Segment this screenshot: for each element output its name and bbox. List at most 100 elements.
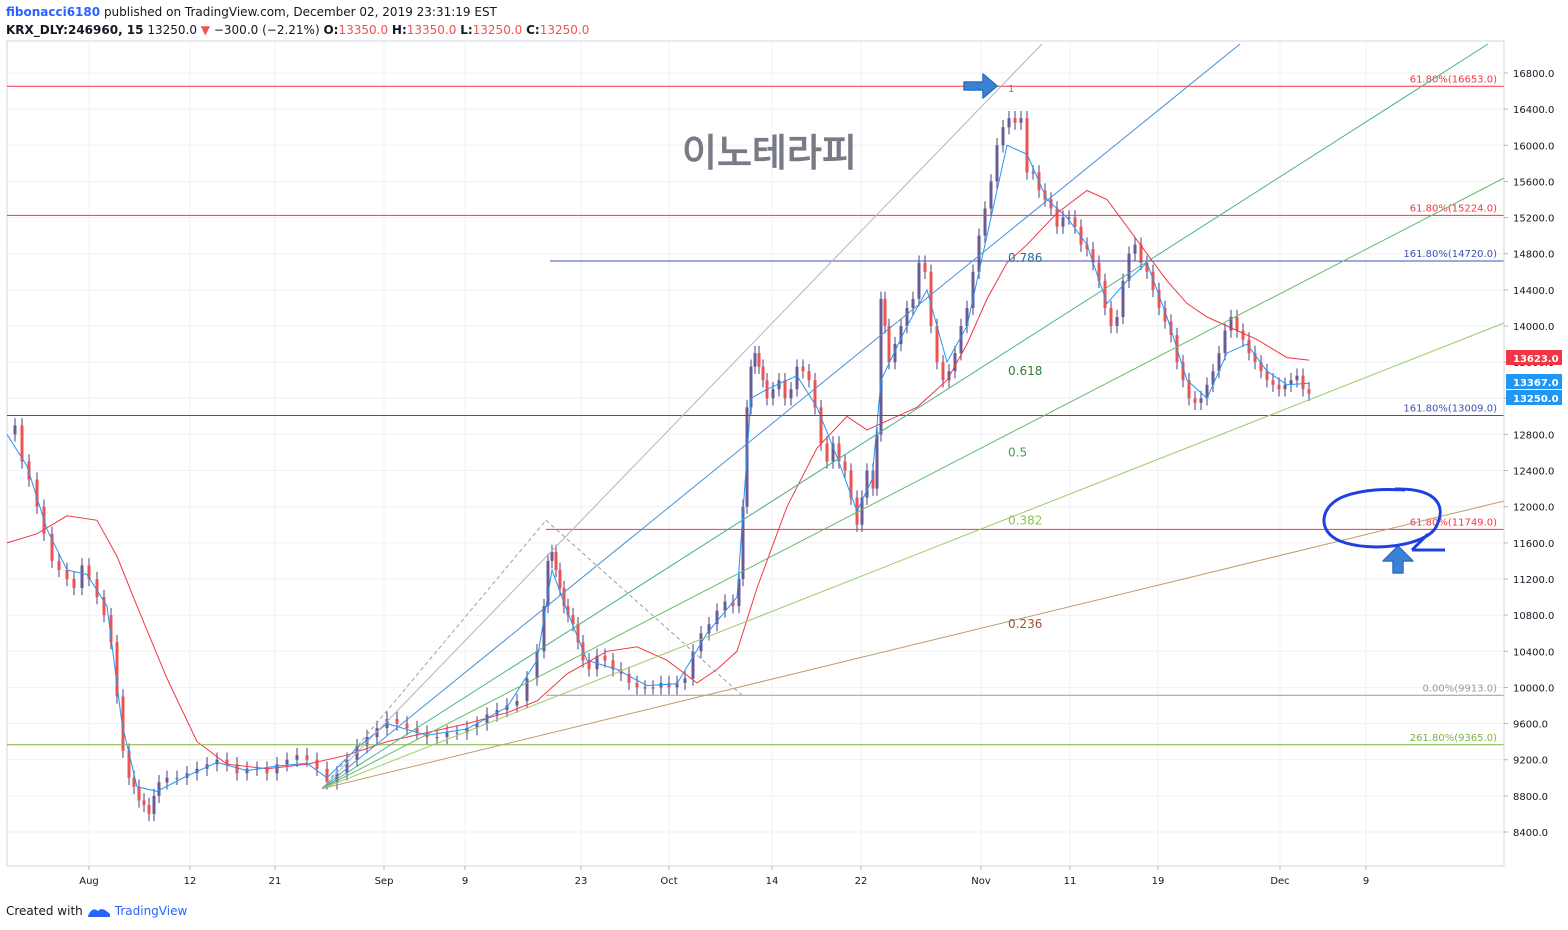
candle-body bbox=[1253, 353, 1257, 363]
candle-body bbox=[1091, 249, 1095, 263]
fan-ratio-label: 0.618 bbox=[1008, 364, 1042, 378]
candle-body bbox=[1307, 389, 1311, 394]
fan-ratio-label: 0.382 bbox=[1008, 513, 1042, 527]
candle-body bbox=[741, 506, 745, 579]
candle-body bbox=[651, 687, 655, 689]
candle-body bbox=[883, 298, 887, 326]
y-tick-label: 15200.0 bbox=[1513, 214, 1554, 225]
candle-body bbox=[723, 601, 727, 611]
candle-body bbox=[1217, 353, 1221, 372]
candle-body bbox=[831, 443, 835, 462]
candle-body bbox=[667, 682, 671, 688]
candle-body bbox=[152, 795, 156, 814]
author-link[interactable]: fibonacci6180 bbox=[6, 5, 101, 19]
y-tick-label: 15600.0 bbox=[1513, 177, 1554, 188]
y-tick-label: 11200.0 bbox=[1513, 575, 1554, 586]
y-tick-label: 14000.0 bbox=[1513, 322, 1554, 333]
y-tick-label: 11600.0 bbox=[1513, 539, 1554, 550]
candle-body bbox=[777, 380, 781, 390]
fib-level-label: 161.80%(14720.0) bbox=[1403, 249, 1497, 260]
candle-body bbox=[275, 764, 279, 774]
annotation-title[interactable]: 이노테라피 bbox=[682, 131, 857, 175]
candle-body bbox=[235, 764, 239, 774]
low-value: 13250.0 bbox=[472, 23, 523, 37]
price-badge-label: 13250.0 bbox=[1513, 394, 1559, 405]
candle-body bbox=[535, 651, 539, 679]
tradingview-link[interactable]: TradingView bbox=[114, 904, 188, 918]
candle-body bbox=[971, 271, 975, 308]
candle-body bbox=[571, 615, 575, 625]
ma-fast-line bbox=[6, 144, 1310, 792]
x-tick-label: 9 bbox=[1363, 876, 1369, 887]
candle-body bbox=[635, 682, 639, 688]
footer: Created with TradingView bbox=[6, 904, 187, 918]
symbol-label: KRX_DLY:246960, 15 bbox=[6, 23, 144, 37]
candle-body bbox=[911, 298, 915, 308]
arrow-right-icon[interactable] bbox=[963, 73, 998, 99]
candle-body bbox=[57, 560, 61, 570]
ma-slow-line bbox=[6, 189, 1310, 770]
fib-level-label: 0.00%(9913.0) bbox=[1422, 683, 1497, 694]
x-tick-label: 19 bbox=[1152, 876, 1165, 887]
candle-body bbox=[1235, 316, 1239, 331]
y-tick-label: 8800.0 bbox=[1513, 792, 1548, 803]
fan-ray bbox=[321, 43, 1489, 790]
candle-body bbox=[783, 380, 787, 399]
time-axis[interactable]: Aug 12 21 Sep 9 23 Oct 14 22 Nov 11 19 Dec 9 bbox=[79, 866, 1369, 887]
candle-body bbox=[72, 579, 76, 589]
candle-body bbox=[849, 470, 853, 498]
candle-body bbox=[860, 497, 864, 525]
candle-body bbox=[562, 588, 566, 607]
candle-body bbox=[1025, 118, 1029, 173]
candle-body bbox=[315, 759, 319, 769]
candle-body bbox=[465, 728, 469, 733]
published-text: published on TradingView.com, December 0… bbox=[103, 5, 497, 19]
candle-body bbox=[753, 353, 757, 367]
candle-body bbox=[683, 678, 687, 683]
price-badge bbox=[1506, 350, 1562, 365]
marker-one: 1 bbox=[1008, 84, 1014, 95]
candle-body bbox=[285, 759, 289, 765]
price-axis[interactable]: 8400.0 8800.0 9200.0 9600.0 10000.0 10400.0 10… bbox=[1504, 69, 1562, 839]
candle-body bbox=[265, 768, 269, 774]
open-label: O: bbox=[323, 23, 339, 37]
candle-body bbox=[1295, 375, 1299, 381]
candle-body bbox=[1187, 380, 1191, 399]
candle-body bbox=[1103, 280, 1107, 308]
candle-body bbox=[115, 642, 119, 697]
candle-body bbox=[995, 145, 999, 182]
plot-area[interactable] bbox=[6, 40, 1505, 867]
candle-body bbox=[546, 560, 550, 607]
candle-body bbox=[715, 610, 719, 625]
candle-body bbox=[225, 759, 229, 765]
ohlc-legend: KRX_DLY:246960, 15 13250.0 ▼ −300.0 (−2.… bbox=[6, 23, 589, 37]
candle-body bbox=[137, 786, 141, 801]
candle-body bbox=[132, 777, 136, 787]
candle-body bbox=[627, 673, 631, 683]
x-tick-label: 11 bbox=[1064, 876, 1077, 887]
candle-body bbox=[345, 759, 349, 774]
candle-body bbox=[515, 700, 519, 706]
candle-body bbox=[1013, 118, 1017, 123]
arrow-up-icon[interactable] bbox=[1382, 545, 1414, 574]
x-tick-label: Nov bbox=[971, 876, 991, 887]
candle-body bbox=[147, 804, 151, 814]
candle-body bbox=[109, 615, 113, 643]
candle-body bbox=[1163, 307, 1167, 322]
x-tick-label: Sep bbox=[375, 876, 394, 887]
candle-body bbox=[35, 479, 39, 507]
fib-level-label: 161.80%(13009.0) bbox=[1403, 404, 1497, 415]
candle-body bbox=[1079, 226, 1083, 245]
candle-body bbox=[865, 470, 869, 498]
high-value: 13350.0 bbox=[406, 23, 457, 37]
y-tick-label: 16000.0 bbox=[1513, 141, 1554, 152]
y-tick-label: 14400.0 bbox=[1513, 286, 1554, 297]
y-tick-label: 8400.0 bbox=[1513, 828, 1548, 839]
candle-body bbox=[1049, 199, 1053, 209]
candle-body bbox=[435, 737, 439, 739]
candle-body bbox=[165, 777, 169, 783]
candle-body bbox=[871, 470, 875, 489]
circle-annotation[interactable] bbox=[1322, 487, 1445, 552]
candle-body bbox=[603, 655, 607, 661]
